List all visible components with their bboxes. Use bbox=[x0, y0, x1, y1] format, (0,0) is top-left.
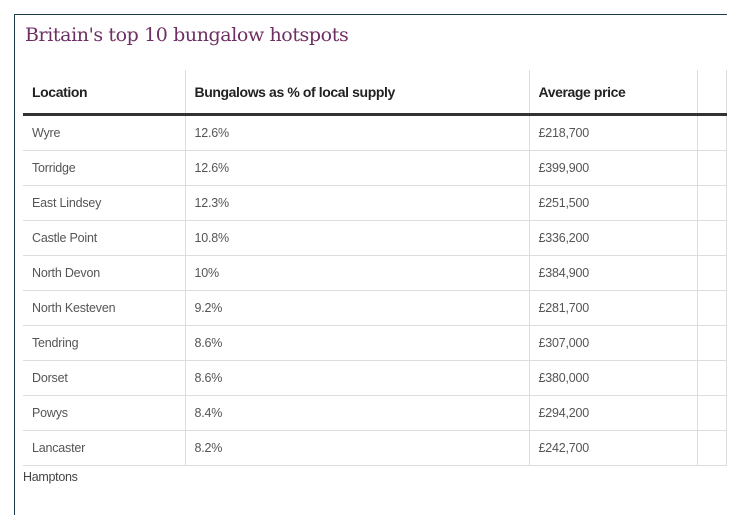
cell-location: Torridge bbox=[23, 150, 185, 186]
column-header-share: Bungalows as % of local supply bbox=[184, 70, 529, 116]
cell-location: North Kesteven bbox=[23, 290, 185, 326]
column-header-empty bbox=[696, 70, 727, 116]
cell-location: Tendring bbox=[23, 325, 185, 361]
cell-price: £380,000 bbox=[528, 360, 697, 396]
cell-location: Wyre bbox=[23, 114, 185, 151]
table-row: Tendring 8.6% £307,000 bbox=[23, 325, 727, 361]
cell-price: £307,000 bbox=[528, 325, 697, 361]
cell-share: 8.4% bbox=[184, 395, 529, 431]
bungalow-table: Location Bungalows as % of local supply … bbox=[23, 70, 727, 466]
cell-empty bbox=[696, 395, 727, 431]
table-row: North Devon 10% £384,900 bbox=[23, 255, 727, 291]
cell-empty bbox=[696, 185, 727, 221]
cell-price: £294,200 bbox=[528, 395, 697, 431]
cell-location: Lancaster bbox=[23, 430, 185, 466]
table-row: Lancaster 8.2% £242,700 bbox=[23, 430, 727, 466]
column-header-price: Average price bbox=[528, 70, 697, 116]
cell-empty bbox=[696, 430, 727, 466]
table-row: Castle Point 10.8% £336,200 bbox=[23, 220, 727, 256]
source-note: Hamptons bbox=[23, 470, 78, 484]
header-row: Location Bungalows as % of local supply … bbox=[23, 70, 727, 116]
column-header-location: Location bbox=[23, 70, 185, 116]
cell-location: Dorset bbox=[23, 360, 185, 396]
cell-empty bbox=[696, 325, 727, 361]
cell-empty bbox=[696, 360, 727, 396]
table-row: North Kesteven 9.2% £281,700 bbox=[23, 290, 727, 326]
table-row: Powys 8.4% £294,200 bbox=[23, 395, 727, 431]
cell-price: £281,700 bbox=[528, 290, 697, 326]
cell-price: £399,900 bbox=[528, 150, 697, 186]
cell-empty bbox=[696, 290, 727, 326]
cell-location: East Lindsey bbox=[23, 185, 185, 221]
cell-share: 8.2% bbox=[184, 430, 529, 466]
cell-share: 12.6% bbox=[184, 114, 529, 151]
cell-price: £251,500 bbox=[528, 185, 697, 221]
cell-share: 12.3% bbox=[184, 185, 529, 221]
chart-frame bbox=[14, 14, 727, 515]
table-row: Wyre 12.6% £218,700 bbox=[23, 114, 727, 151]
cell-share: 8.6% bbox=[184, 325, 529, 361]
cell-share: 9.2% bbox=[184, 290, 529, 326]
cell-empty bbox=[696, 220, 727, 256]
cell-share: 10% bbox=[184, 255, 529, 291]
cell-location: North Devon bbox=[23, 255, 185, 291]
cell-location: Powys bbox=[23, 395, 185, 431]
cell-empty bbox=[696, 150, 727, 186]
cell-share: 10.8% bbox=[184, 220, 529, 256]
cell-price: £218,700 bbox=[528, 114, 697, 151]
cell-empty bbox=[696, 255, 727, 291]
cell-empty bbox=[696, 114, 727, 151]
table-row: Torridge 12.6% £399,900 bbox=[23, 150, 727, 186]
cell-price: £384,900 bbox=[528, 255, 697, 291]
cell-price: £336,200 bbox=[528, 220, 697, 256]
table-row: Dorset 8.6% £380,000 bbox=[23, 360, 727, 396]
table-title: Britain's top 10 bungalow hotspots bbox=[25, 24, 349, 46]
cell-share: 8.6% bbox=[184, 360, 529, 396]
table-row: East Lindsey 12.3% £251,500 bbox=[23, 185, 727, 221]
cell-price: £242,700 bbox=[528, 430, 697, 466]
cell-share: 12.6% bbox=[184, 150, 529, 186]
cell-location: Castle Point bbox=[23, 220, 185, 256]
